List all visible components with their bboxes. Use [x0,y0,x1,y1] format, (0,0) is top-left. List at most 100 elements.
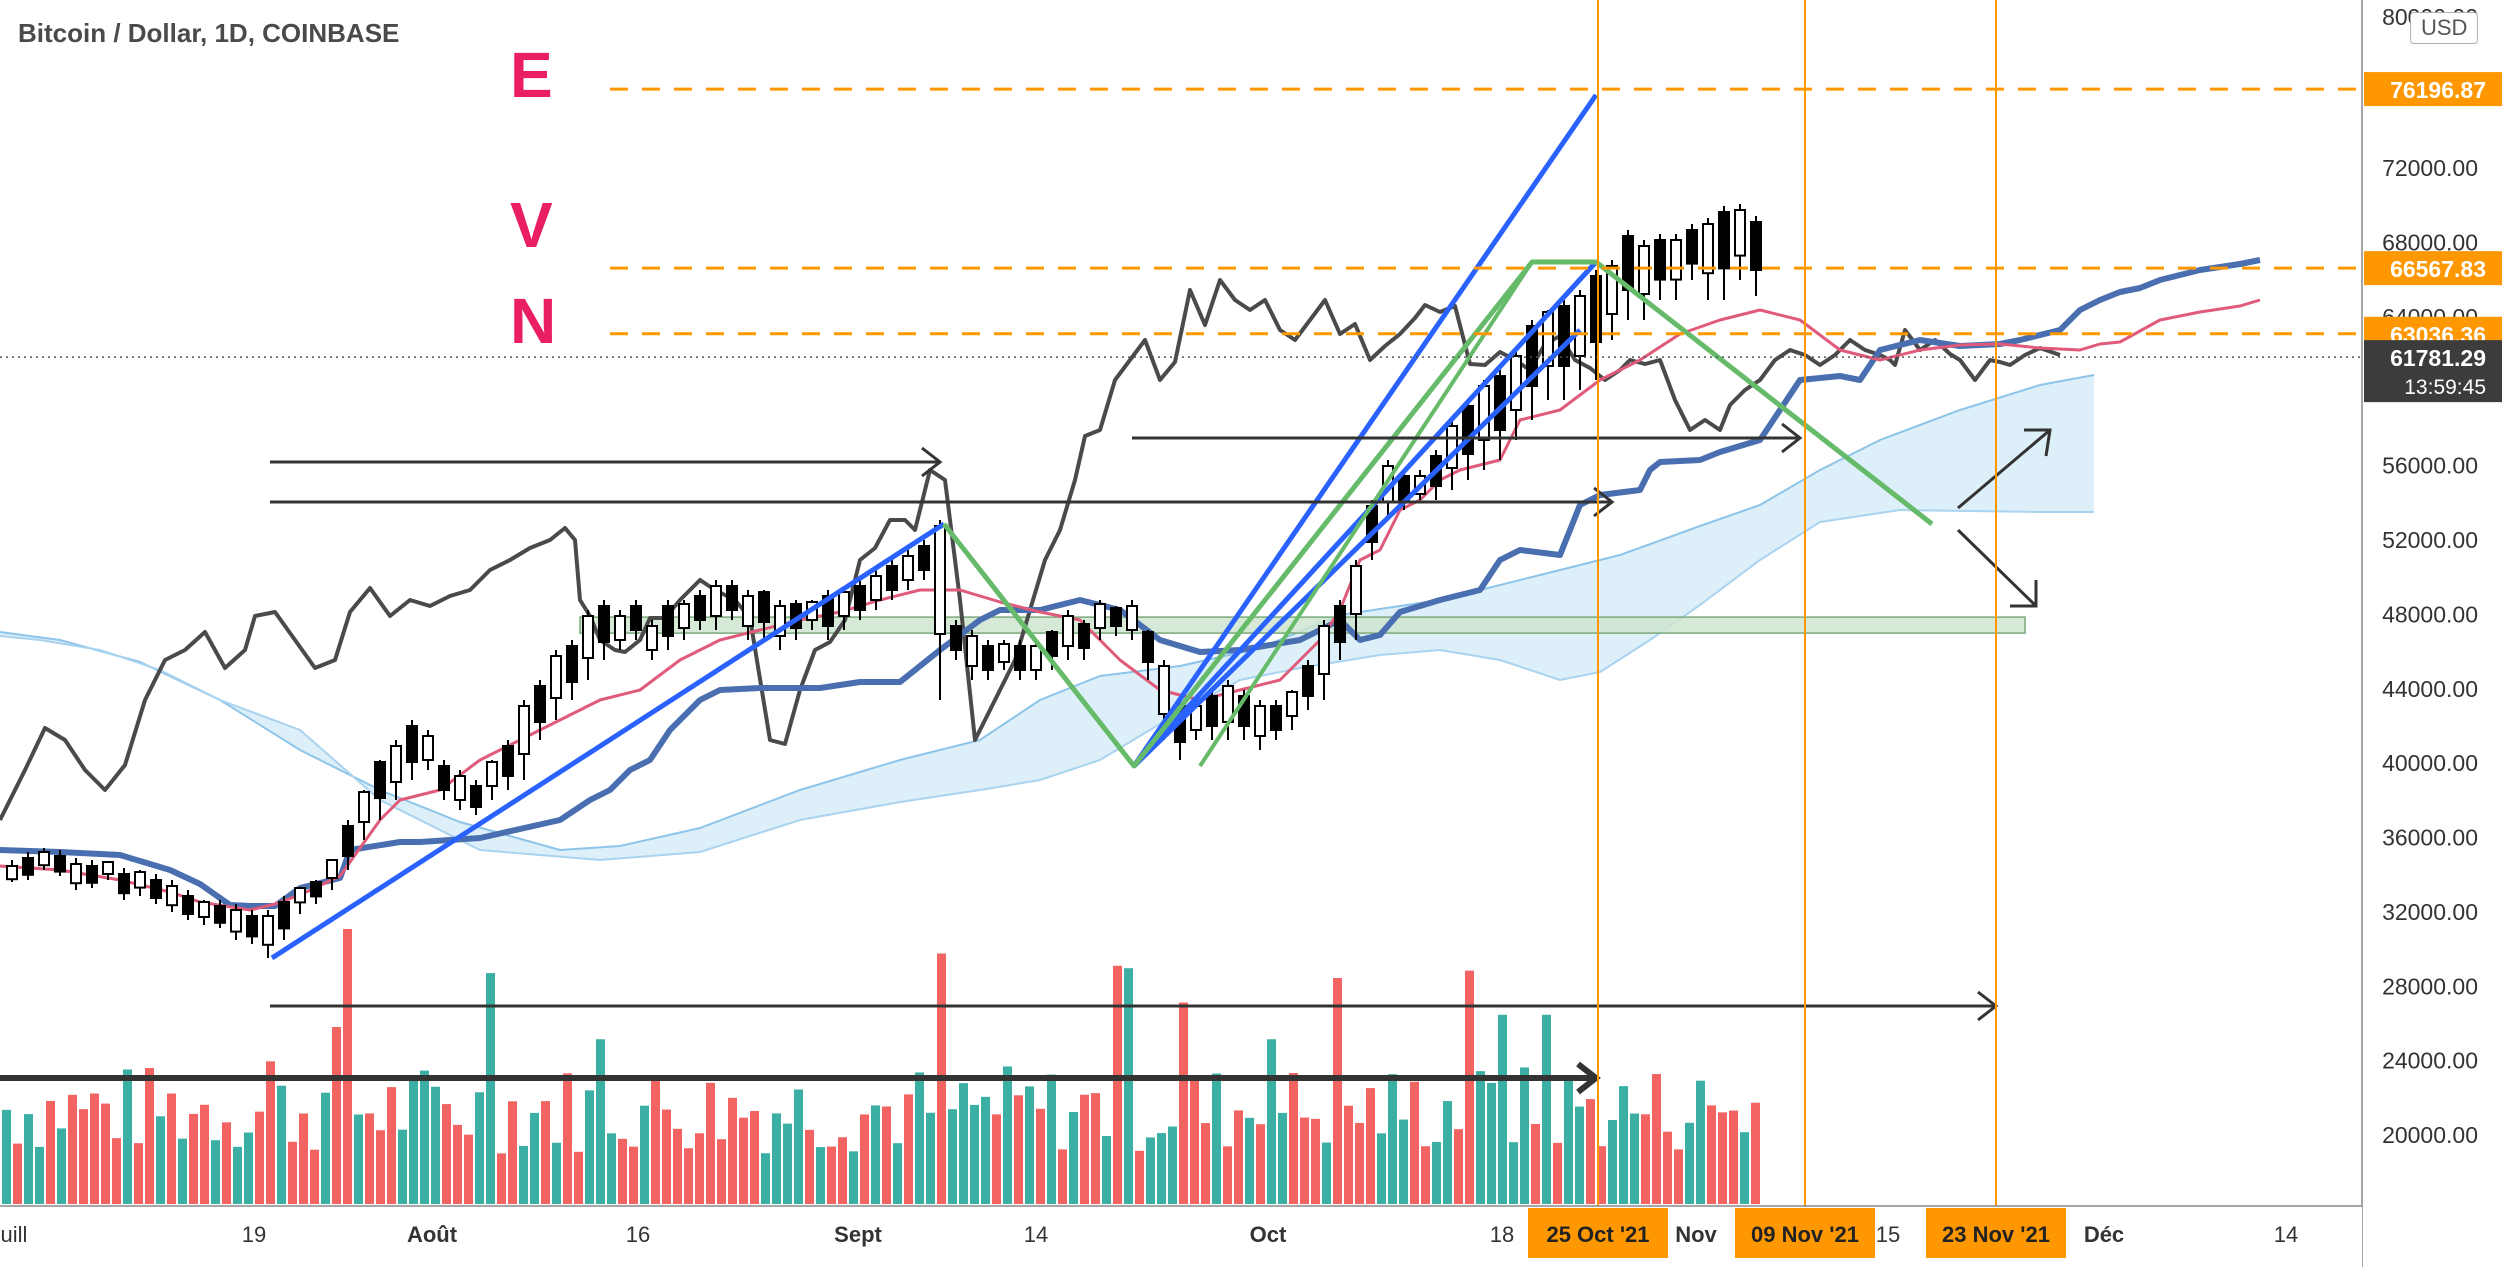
price-axis: 20000.00 24000.00 28000.00 32000.00 36000.00… [2361,0,2502,1267]
candle-body [1030,645,1042,671]
volume-bar [222,1122,231,1204]
volume-bar [1707,1105,1716,1204]
volume-bar [1300,1117,1309,1204]
price-level-label: 76196.87 [2390,77,2486,103]
candle-body [758,591,770,623]
volume-bar [838,1137,847,1204]
volume-bar [1322,1142,1331,1204]
volume-bar [717,1139,726,1204]
candle-body [406,725,418,763]
arrow-resistance-3-head [1781,422,1803,454]
candle-body [1334,605,1346,643]
volume-bar [244,1132,253,1204]
volume-bar [1553,1142,1562,1204]
volume-bar [1113,965,1122,1204]
candle-body [646,625,658,651]
time-tick-label: Sept [834,1222,882,1247]
time-tick-label: 18 [1490,1222,1514,1247]
volume-bar [530,1112,539,1204]
volume-bar [79,1109,88,1204]
arrow-volume-2-head [1576,1061,1601,1095]
price-tick-label: 56000.00 [2382,453,2478,479]
volume-bar [1025,1086,1034,1204]
candle-body [1462,405,1474,455]
price-level-label: 66567.83 [2390,256,2486,282]
volume-bar [904,1094,913,1204]
candle-body [262,915,274,946]
volume-bar [266,1061,275,1204]
volume-bar [90,1093,99,1204]
time-tick-label: 14 [2274,1222,2298,1247]
candle-body [454,775,466,801]
candle-body [374,761,386,799]
volume-bar [1575,1106,1584,1204]
candle-body [230,909,242,933]
volume-bar [1487,1082,1496,1204]
trendline-blue-4 [1132,328,1582,768]
candle-body [1046,631,1058,657]
volume-bar [1212,1073,1221,1204]
candle-body [1606,265,1618,315]
candle-body [1670,239,1682,281]
volume-bar [1498,1014,1507,1204]
volume-bar [816,1147,825,1204]
volume-bar [1388,1074,1397,1204]
volume-bar [1135,1150,1144,1204]
volume-bar [365,1113,374,1204]
candle-body [1158,665,1170,715]
volume-bar [1740,1132,1749,1204]
volume-bar [1454,1129,1463,1204]
volume-bar [1190,1079,1199,1204]
time-tick-label: Déc [2084,1222,2124,1247]
volume-bar [1355,1122,1364,1204]
candle-body [198,901,210,918]
volume-bar [24,1114,33,1204]
candle-body [1206,695,1218,727]
volume-bar [728,1097,737,1204]
volume-bar [255,1111,264,1204]
arrow-resistance-2-head [1593,486,1615,518]
annotation-letter-v: V [510,189,553,261]
volume-bar [651,1078,660,1204]
trendline-blue-1 [270,521,946,961]
volume-bar [398,1129,407,1204]
volume-bar [629,1146,638,1204]
time-tick-label: uill [1,1222,28,1247]
volume-bar [541,1101,550,1204]
volume-bar [13,1143,22,1204]
time-tick-label: Oct [1250,1222,1287,1247]
candle-body [1734,209,1746,257]
volume-bar [1432,1141,1441,1204]
volume-bar [992,1114,1001,1204]
candle-body [182,895,194,915]
candle-body [390,745,402,783]
volume-bar [420,1070,429,1204]
volume-bar [431,1086,440,1204]
price-tick-label: 52000.00 [2382,527,2478,553]
volume-bar [189,1113,198,1204]
currency-button[interactable]: USD [2410,12,2479,44]
candle-body [54,855,66,873]
chart-title: Bitcoin / Dollar, 1D, COINBASE [18,18,400,48]
date-marker-label-bg [1735,1208,1875,1258]
candle-body [1638,245,1650,295]
volume-bar [1223,1146,1232,1204]
candle-body [294,887,306,904]
annotation-letter-n: N [510,285,557,357]
volume-bar [849,1151,858,1204]
volume-bar [112,1138,121,1204]
candle-body [742,595,754,627]
senkou-b-line [0,508,2094,862]
volume-bar [497,1153,506,1204]
volume-bar [156,1116,165,1204]
volume-bar [1289,1072,1298,1204]
volume-bar [1256,1124,1265,1204]
candle-body [358,791,370,823]
volume-bar [618,1138,627,1204]
volume-bar [640,1105,649,1204]
candle-body [1510,355,1522,411]
candle-body [150,879,162,899]
candle-body [326,859,338,879]
candle-body [934,525,946,635]
